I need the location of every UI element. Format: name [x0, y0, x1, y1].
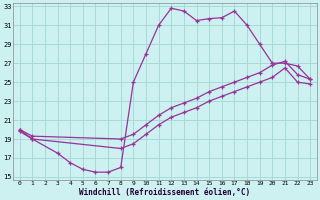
X-axis label: Windchill (Refroidissement éolien,°C): Windchill (Refroidissement éolien,°C) [79, 188, 251, 197]
